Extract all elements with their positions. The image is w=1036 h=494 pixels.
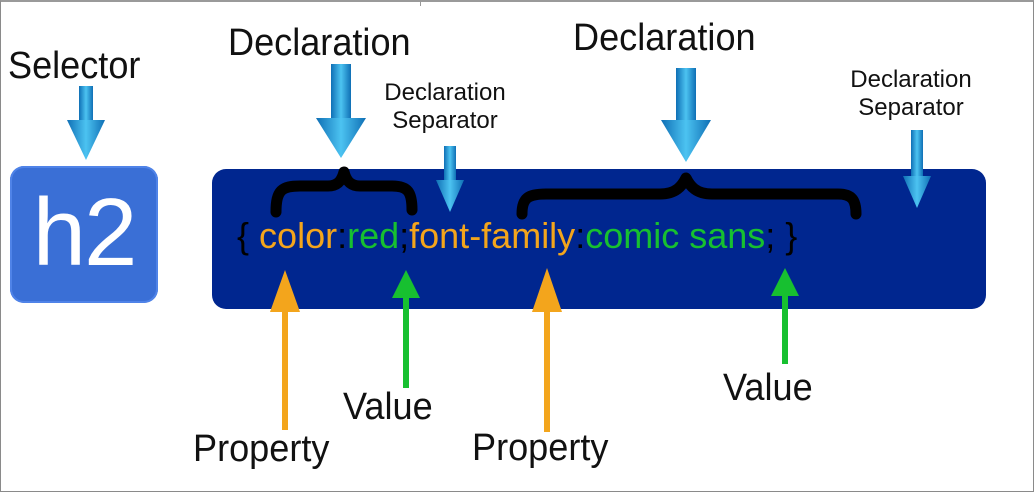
declaration-separator-label-1-line2: Separator — [392, 107, 498, 135]
property-font-family: font-family — [409, 215, 576, 256]
property-color: color — [259, 215, 338, 256]
declaration-label-2: Declaration — [573, 17, 756, 59]
selector-box: h2 — [10, 166, 158, 303]
top-divider — [420, 0, 421, 6]
selector-down-arrow — [67, 86, 105, 160]
open-brace: { — [237, 215, 250, 256]
separator1-down-arrow — [436, 146, 464, 212]
property-label-1: Property — [193, 428, 330, 470]
property-label-2: Property — [472, 427, 609, 469]
declaration1-brace — [270, 166, 418, 218]
declaration-separator-label-1: Declaration Separator — [372, 79, 518, 136]
value2-up-arrow — [771, 268, 799, 364]
declaration-separator-label-1-line1: Declaration — [384, 79, 506, 106]
css-rule-code: { color:red;font-family:comic sans; } — [237, 218, 797, 254]
property2-up-arrow — [532, 268, 562, 432]
property1-up-arrow — [270, 270, 300, 430]
declaration-separator-label-2: Declaration Separator — [838, 66, 984, 123]
declaration-separator-label-2-line1: Declaration — [850, 66, 972, 93]
value-label-2: Value — [723, 367, 813, 409]
declaration-label-1: Declaration — [228, 22, 411, 64]
separator-2: ; — [765, 215, 776, 256]
separator-1: ; — [399, 215, 410, 256]
close-brace: } — [785, 215, 798, 256]
selector-tag: h2 — [32, 178, 138, 286]
separator2-down-arrow — [903, 130, 931, 208]
selector-label: Selector — [8, 45, 141, 87]
colon-2: : — [575, 215, 586, 256]
declaration1-down-arrow — [316, 64, 366, 158]
value-comic-sans: comic sans — [585, 215, 766, 256]
value-label-1: Value — [343, 386, 433, 428]
declaration-separator-label-2-line2: Separator — [858, 94, 964, 122]
value-red: red — [347, 215, 400, 256]
declaration2-down-arrow — [661, 68, 711, 162]
declaration2-brace — [516, 172, 862, 220]
value1-up-arrow — [392, 270, 420, 388]
colon-1: : — [337, 215, 348, 256]
